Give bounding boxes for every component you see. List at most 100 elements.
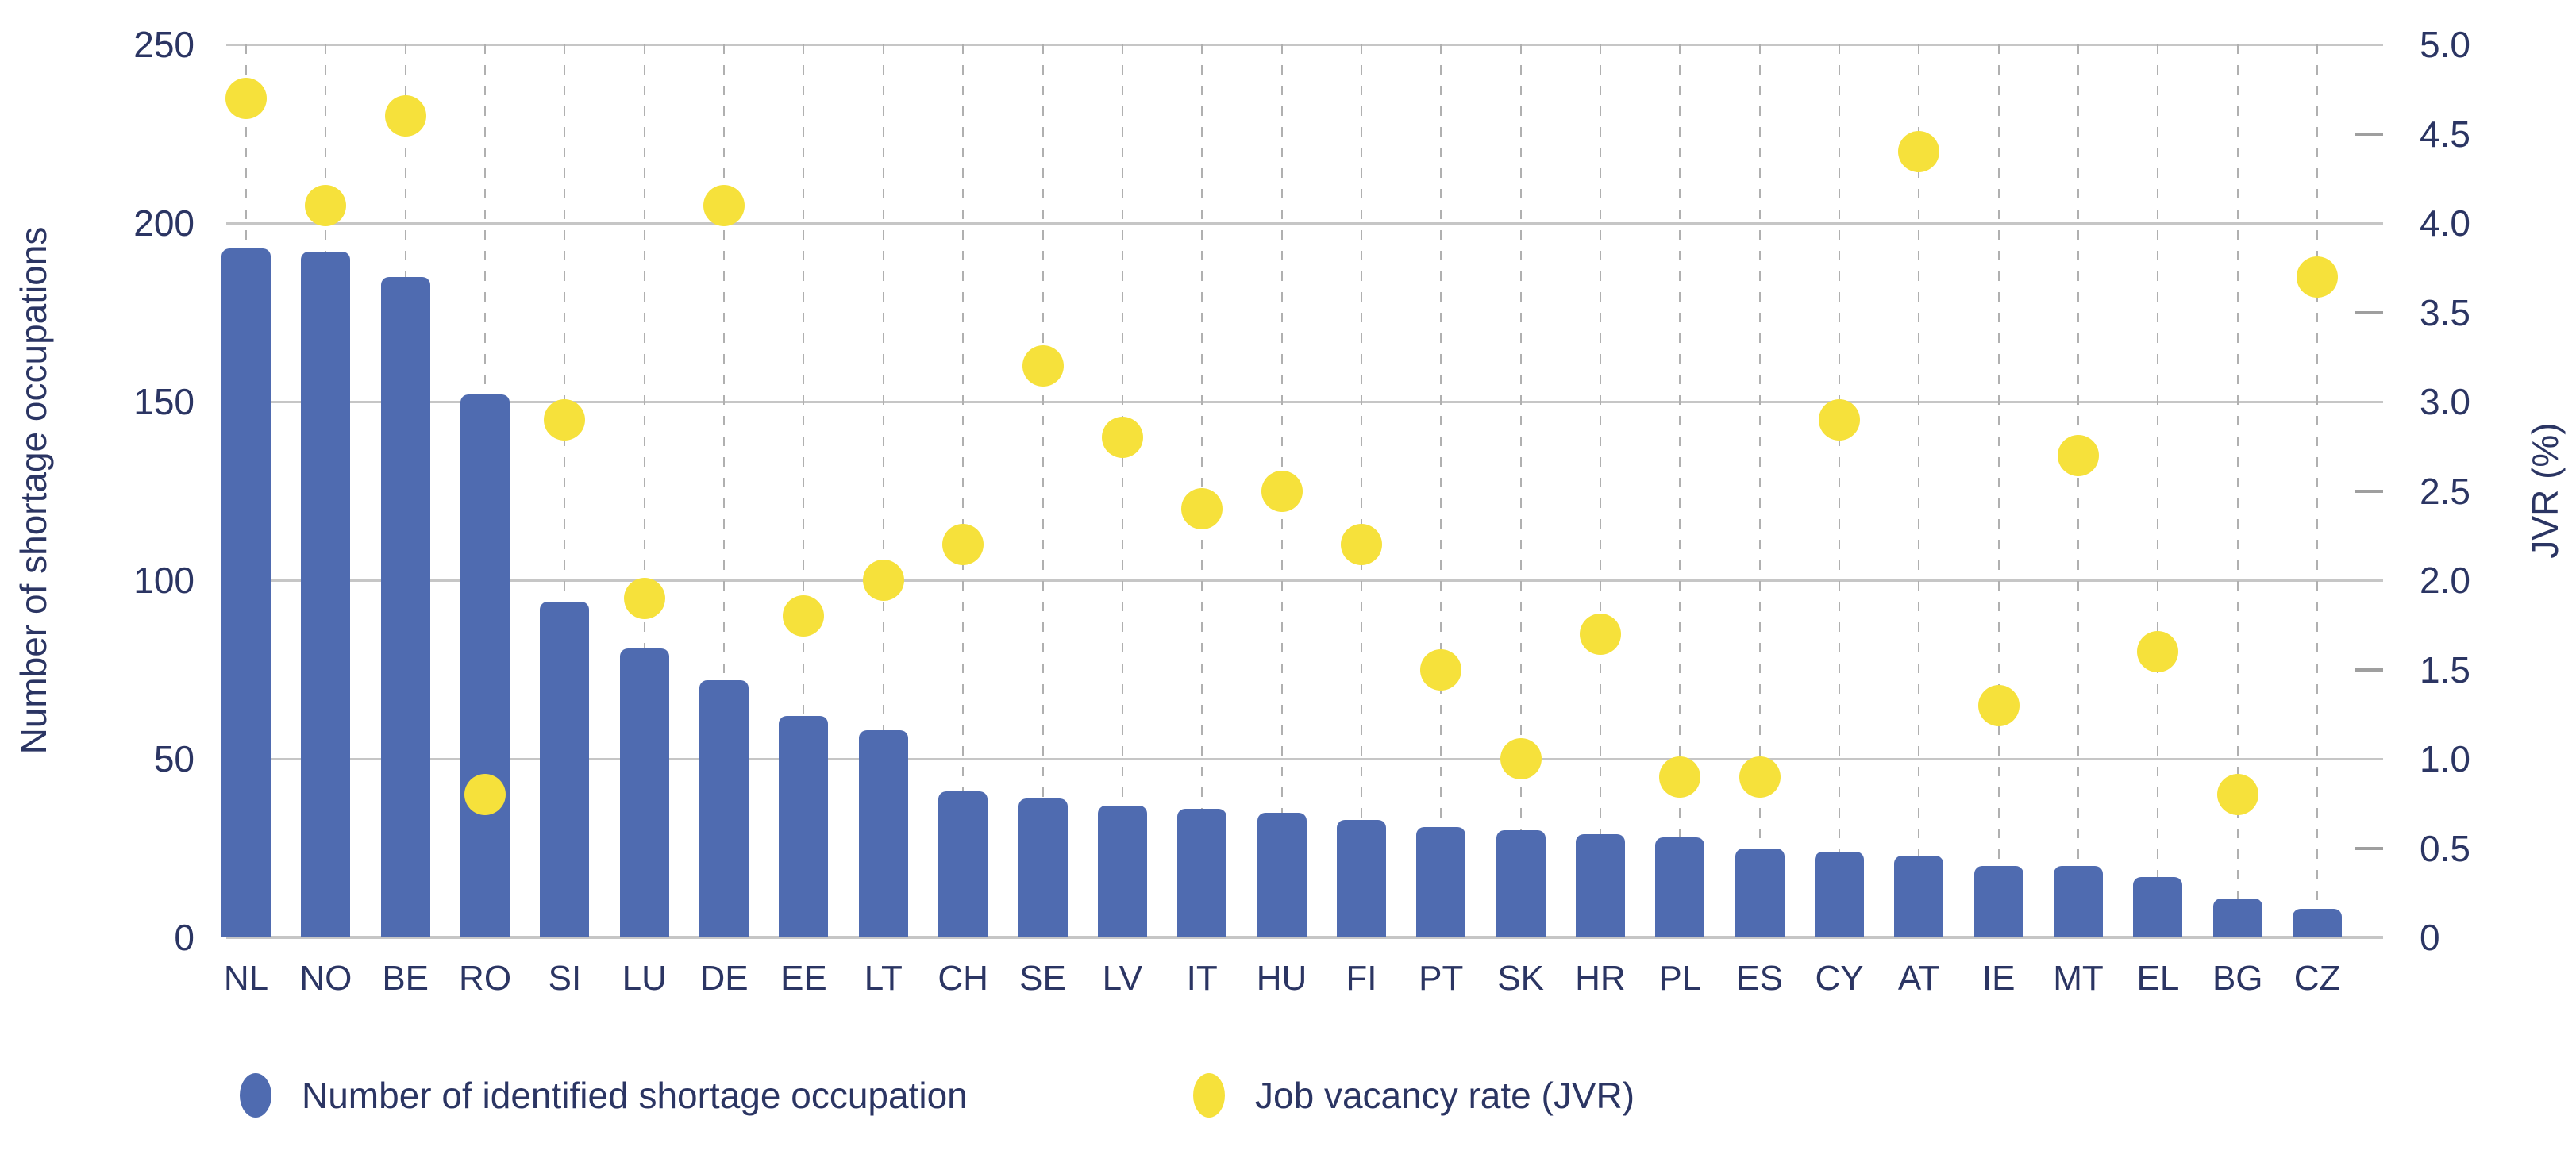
guide-MT — [2077, 44, 2080, 937]
bar-series-label: Number of identified shortage occupation — [302, 1075, 968, 1116]
dot-PL — [1659, 756, 1701, 798]
dot-series-label: Job vacancy rate (JVR) — [1255, 1075, 1635, 1116]
guide-SI — [564, 44, 566, 937]
bar-CZ — [2293, 909, 2343, 937]
bar-PT — [1416, 826, 1466, 937]
dot-AT — [1898, 131, 1940, 172]
dot-FI — [1340, 524, 1382, 565]
bar-RO — [460, 394, 510, 937]
dot-LV — [1101, 417, 1143, 458]
x-label-LU: LU — [622, 959, 667, 998]
guide-AT — [1918, 44, 1920, 937]
x-label-HU: HU — [1256, 959, 1307, 998]
guide-EL — [2157, 44, 2159, 937]
dot-SI — [544, 398, 586, 441]
bar-SE — [1018, 798, 1068, 937]
right-axis-tick-0-5: 0.5 — [2420, 827, 2470, 869]
guide-CH — [962, 44, 965, 937]
bar-SK — [1496, 830, 1546, 937]
dot-series-marker — [1193, 1073, 1225, 1118]
guide-EE — [803, 44, 805, 937]
x-label-SE: SE — [1019, 959, 1066, 998]
gridline-200 — [226, 222, 2383, 225]
gridline-50 — [226, 758, 2383, 760]
left-axis-tick-0: 0 — [174, 917, 194, 958]
x-label-SK: SK — [1497, 959, 1544, 998]
bar-HR — [1575, 833, 1625, 937]
left-axis-tick-200: 200 — [133, 202, 194, 244]
bar-series-marker — [240, 1073, 271, 1118]
guide-BG — [2236, 44, 2239, 937]
x-label-PL: PL — [1658, 959, 1702, 998]
right-axis-minor-tick-0-5 — [2355, 846, 2383, 850]
left-axis-title: Number of shortage occupations — [13, 226, 54, 755]
dot-LU — [623, 577, 665, 619]
right-axis-tick-5: 5.0 — [2420, 24, 2470, 65]
dot-LT — [862, 560, 904, 601]
dot-CZ — [2297, 256, 2339, 298]
x-label-BE: BE — [382, 959, 429, 998]
x-label-LT: LT — [864, 959, 903, 998]
right-axis-minor-tick-2-5 — [2355, 489, 2383, 493]
bar-LV — [1097, 805, 1147, 937]
bar-LU — [619, 648, 669, 937]
right-axis-minor-tick-3-5 — [2355, 310, 2383, 314]
right-axis-tick-1-5: 1.5 — [2420, 648, 2470, 691]
dot-HR — [1579, 613, 1621, 655]
bar-IE — [1973, 866, 2023, 937]
guide-PL — [1679, 44, 1681, 937]
right-axis-tick-4: 4.0 — [2420, 202, 2470, 244]
guide-FI — [1360, 44, 1362, 937]
x-label-MT: MT — [2053, 959, 2104, 998]
right-axis-minor-tick-1-5 — [2355, 668, 2383, 672]
gridline-100 — [226, 579, 2383, 582]
x-label-CZ: CZ — [2293, 959, 2341, 998]
bar-EE — [779, 716, 829, 937]
x-label-EE: EE — [780, 959, 827, 998]
bar-BG — [2212, 898, 2262, 937]
right-axis-tick-0: 0 — [2420, 917, 2440, 958]
left-axis-tick-150: 150 — [133, 381, 194, 422]
bar-BE — [380, 276, 430, 937]
bar-HU — [1257, 812, 1307, 937]
dot-RO — [464, 774, 506, 815]
x-label-HR: HR — [1575, 959, 1626, 998]
dot-EE — [783, 595, 825, 637]
dot-SK — [1500, 738, 1542, 779]
guide-PT — [1440, 44, 1442, 937]
x-label-BG: BG — [2212, 959, 2263, 998]
bar-DE — [699, 680, 749, 937]
gridline-250 — [226, 44, 2383, 46]
bar-LT — [858, 730, 908, 937]
bar-NO — [301, 252, 351, 937]
dot-MT — [2058, 434, 2100, 476]
dot-PT — [1420, 648, 1462, 691]
bar-ES — [1735, 848, 1785, 937]
guide-CZ — [2316, 44, 2319, 937]
dot-CY — [1819, 398, 1860, 441]
x-label-AT: AT — [1897, 959, 1940, 998]
x-label-CH: CH — [938, 959, 988, 998]
guide-SE — [1042, 44, 1044, 937]
guide-CY — [1839, 44, 1840, 937]
bar-SI — [540, 602, 590, 937]
right-axis-tick-2: 2.0 — [2420, 560, 2470, 601]
right-axis-tick-3-5: 3.5 — [2420, 291, 2470, 333]
right-axis-tick-1: 1.0 — [2420, 738, 2470, 779]
x-label-DE: DE — [699, 959, 749, 998]
x-label-RO: RO — [459, 959, 512, 998]
guide-SK — [1519, 44, 1522, 937]
bar-PL — [1655, 837, 1705, 937]
dot-BE — [384, 95, 426, 137]
left-axis-tick-100: 100 — [133, 560, 194, 601]
x-label-EL: EL — [2136, 959, 2180, 998]
bar-FI — [1336, 819, 1386, 937]
dot-IE — [1977, 684, 2020, 726]
dot-CH — [942, 524, 984, 565]
dot-SE — [1022, 345, 1064, 387]
gridline-0 — [226, 936, 2383, 939]
guide-HR — [1599, 44, 1601, 937]
bar-MT — [2054, 866, 2104, 937]
bar-IT — [1177, 809, 1227, 937]
